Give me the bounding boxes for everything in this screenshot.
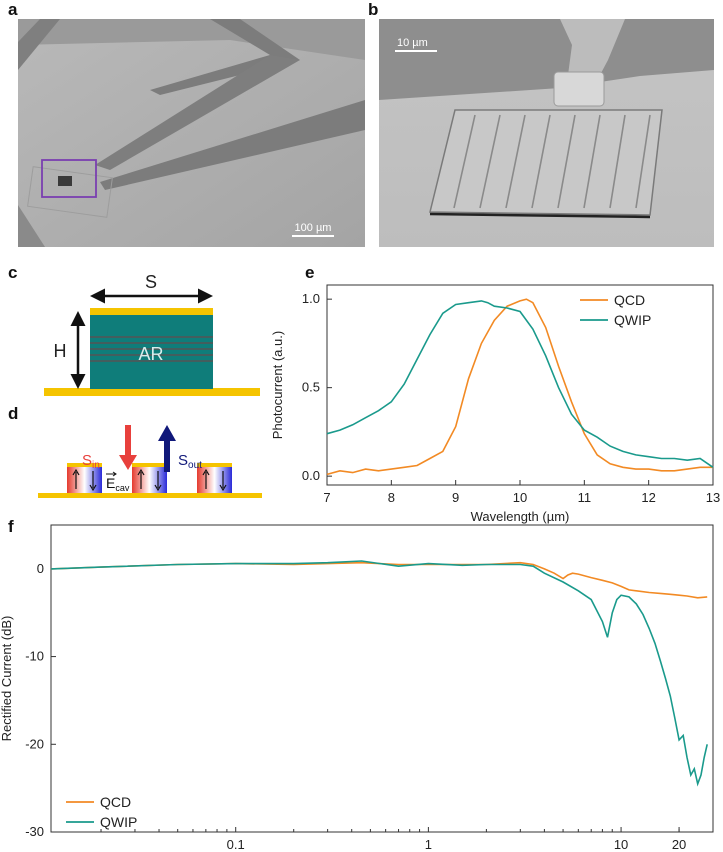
s-out-sub: out [188, 460, 202, 471]
legend-label-qwip: QWIP [614, 312, 651, 328]
legend-label-qcd: QCD [614, 292, 645, 308]
panel-c-letter: c [8, 263, 18, 282]
x-tick-label: 20 [672, 837, 686, 852]
active-region-block [90, 314, 213, 389]
patch-cell-1 [67, 463, 102, 493]
e-cav-sub: cav [115, 483, 130, 493]
sem-image-a: 100 µm [18, 19, 365, 247]
top-contact [90, 308, 213, 315]
x-tick-label: 1 [425, 837, 432, 852]
e-cav-label: Ecav [106, 475, 130, 493]
series-line-qcd [50, 561, 708, 599]
array-ground [38, 493, 262, 498]
y-axis-label: Photocurrent (a.u.) [270, 331, 285, 439]
s-in-sub: in [92, 460, 100, 471]
y-tick-label: -10 [25, 649, 44, 664]
y-tick-label: 0 [37, 561, 44, 576]
schematic-d: Sin Sout Ecav [38, 425, 262, 498]
series-line-qwip [326, 300, 714, 468]
series-line-qcd [326, 298, 713, 476]
x-tick-label: 13 [706, 490, 720, 505]
x-tick-label: 7 [323, 490, 330, 505]
chart-e: 7 8 9 10 11 12 13 0.0 0.5 1.0 Wavelength (µm) Photo… [270, 284, 720, 524]
y-tick-label: 0.0 [302, 468, 320, 483]
s-in-main: S [82, 452, 92, 469]
panel-a-letter: a [8, 0, 18, 19]
y-axis-label: Rectified Current (dB) [0, 616, 14, 742]
y-tick-label: -20 [25, 736, 44, 751]
x-tick-label: 9 [452, 490, 459, 505]
x-tick-label: 8 [388, 490, 395, 505]
panel-b-letter: b [368, 0, 379, 19]
s-out-main: S [178, 452, 188, 469]
plot-frame-f [50, 524, 714, 833]
highlight-box [41, 159, 97, 198]
x-tick-label: 10 [614, 837, 628, 852]
scale-label-a: 100 µm [295, 222, 332, 234]
scale-label-b: 10 µm [397, 37, 428, 49]
y-tick-label: 1.0 [302, 291, 320, 306]
e-cav-main: E [106, 475, 115, 491]
patch-cell-3 [197, 463, 232, 493]
s-in-label: Sin [82, 452, 100, 471]
y-tick-label: -30 [25, 824, 44, 839]
field-arrows [72, 468, 227, 492]
x-tick-label: 12 [641, 490, 655, 505]
ground-plane [44, 388, 260, 396]
height-label: H [54, 341, 67, 361]
x-tick-label: 11 [578, 490, 592, 505]
legend-label-qcd: QCD [100, 794, 131, 810]
ar-label: AR [138, 344, 163, 364]
x-tick-label: 10 [513, 490, 527, 505]
panel-e-letter: e [305, 263, 315, 282]
legend-label-qwip: QWIP [100, 814, 137, 830]
schematic-c: AR S H [44, 272, 260, 396]
series-line-qwip [50, 560, 708, 787]
plot-frame-e [326, 284, 714, 486]
x-axis-label: Wavelength (µm) [471, 509, 570, 524]
patch-cell-2 [132, 463, 167, 493]
panel-f-letter: f [8, 517, 14, 536]
y-tick-label: 0.5 [302, 380, 320, 395]
panel-d-letter: d [8, 404, 19, 423]
s-out-label: Sout [178, 452, 202, 471]
x-tick-label: 0.1 [227, 837, 245, 852]
quantum-well-lines [90, 336, 213, 362]
sem-image-b: 10 µm [379, 19, 714, 247]
width-label: S [145, 272, 157, 292]
